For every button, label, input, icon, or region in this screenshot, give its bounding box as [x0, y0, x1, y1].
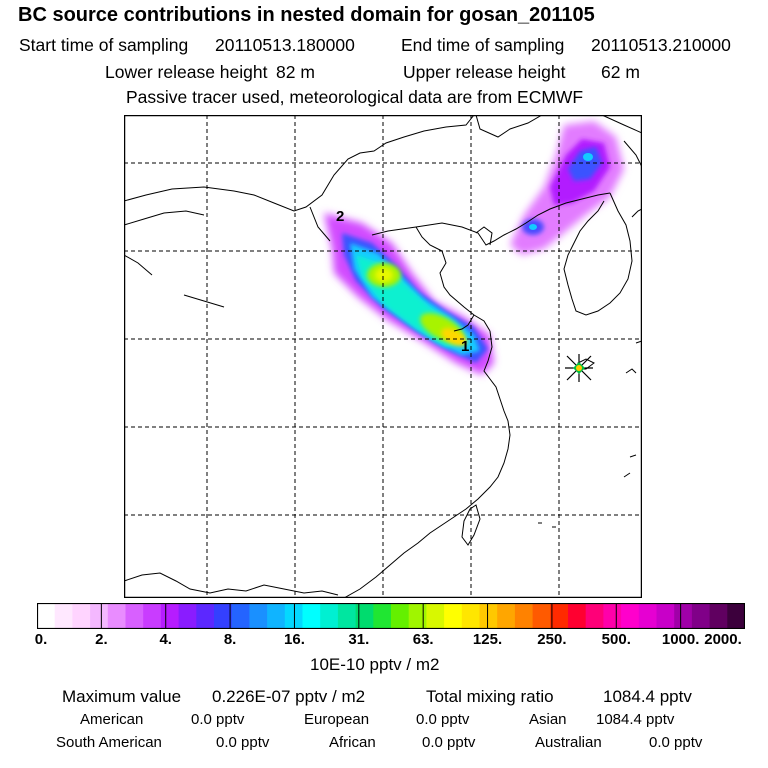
scale-cell [674, 603, 693, 629]
total-mixing-label: Total mixing ratio [426, 687, 554, 706]
max-value-label: Maximum value [62, 687, 182, 706]
color-scale [37, 603, 745, 629]
scale-cell [214, 603, 233, 629]
scale-cell [638, 603, 657, 629]
scale-cell [320, 603, 339, 629]
scale-cell [585, 603, 604, 629]
scale-cell [461, 603, 480, 629]
scale-cell [302, 603, 321, 629]
scale-cell [709, 603, 728, 629]
scale-tick-label: 125. [472, 631, 503, 648]
asian-value: 1084.4 pptv [596, 711, 675, 728]
scale-cell [249, 603, 268, 629]
receptor-star-icon [565, 354, 593, 382]
american-label: American [80, 711, 144, 728]
european-value: 0.0 pptv [416, 711, 470, 728]
end-time-value: 20110513.210000 [591, 35, 731, 55]
scale-tick-label: 63. [412, 631, 434, 648]
chart-title: BC source contributions in nested domain… [18, 4, 595, 26]
lower-height-label: Lower release height [105, 62, 268, 82]
scale-tick-label: 1000. [661, 631, 700, 648]
scale-cell [656, 603, 675, 629]
scale-cell [196, 603, 215, 629]
upper-height-value: 62 m [601, 62, 640, 82]
scale-tick-label: 31. [348, 631, 370, 648]
scale-tick-label: 8. [223, 631, 237, 648]
plume-map: 2 1 [124, 115, 642, 598]
scale-cell [355, 603, 374, 629]
australian-value: 0.0 pptv [649, 734, 703, 751]
total-mixing-value: 1084.4 pptv [603, 687, 692, 706]
scale-units: 10E-10 pptv / m2 [310, 655, 440, 674]
scale-cell [90, 603, 109, 629]
scale-cell [497, 603, 516, 629]
scale-cell [267, 603, 286, 629]
scale-tick-label: 500. [601, 631, 631, 648]
start-time-value: 20110513.180000 [215, 35, 355, 55]
scale-cell [160, 603, 180, 629]
scale-cell [125, 603, 144, 629]
plume-label-2: 2 [336, 208, 344, 225]
scale-cell [727, 603, 745, 629]
scale-cell [514, 603, 534, 629]
max-value: 0.226E-07 pptv / m2 [212, 687, 366, 706]
scale-cell [107, 603, 126, 629]
scale-cell [444, 603, 463, 629]
scale-cell [426, 603, 445, 629]
scale-cell [37, 603, 56, 629]
scale-cell [373, 603, 392, 629]
upper-height-label: Upper release height [403, 62, 566, 82]
plume-northeast [510, 121, 624, 255]
african-value: 0.0 pptv [422, 734, 476, 751]
scale-tick-label: 4. [159, 631, 172, 648]
tracer-note: Passive tracer used, meteorological data… [126, 87, 584, 107]
scale-cell [621, 603, 640, 629]
map-frame [124, 115, 642, 598]
scale-cell [178, 603, 197, 629]
scale-cell [284, 603, 303, 629]
scale-cell [72, 603, 91, 629]
australian-label: Australian [535, 734, 602, 751]
scale-cell [479, 603, 498, 629]
scale-cell [231, 603, 250, 629]
plume-label-1: 1 [461, 338, 469, 355]
scale-cell [391, 603, 410, 629]
scale-cell [337, 603, 357, 629]
african-label: African [329, 734, 376, 751]
south-american-label: South American [56, 734, 162, 751]
scale-cell [408, 603, 427, 629]
scale-cell [568, 603, 587, 629]
map-grid [124, 115, 642, 598]
asian-label: Asian [529, 711, 567, 728]
scale-tick-label: 16. [284, 631, 305, 648]
scale-tick-label: 2000. [704, 631, 742, 648]
scale-cell [603, 603, 622, 629]
scale-tick-label: 250. [537, 631, 567, 648]
scale-tick-label: 0. [34, 631, 48, 648]
lower-height-value: 82 m [276, 62, 315, 82]
end-time-label: End time of sampling [401, 35, 565, 55]
american-value: 0.0 pptv [191, 711, 245, 728]
scale-cell [550, 603, 569, 629]
scale-cell [54, 603, 73, 629]
south-american-value: 0.0 pptv [216, 734, 270, 751]
scale-tick-label: 2. [95, 631, 108, 648]
start-time-label: Start time of sampling [19, 35, 189, 55]
scale-cell [532, 603, 551, 629]
european-label: European [304, 711, 370, 728]
scale-cell [143, 603, 162, 629]
scale-cell [691, 603, 711, 629]
coastlines [124, 115, 642, 598]
